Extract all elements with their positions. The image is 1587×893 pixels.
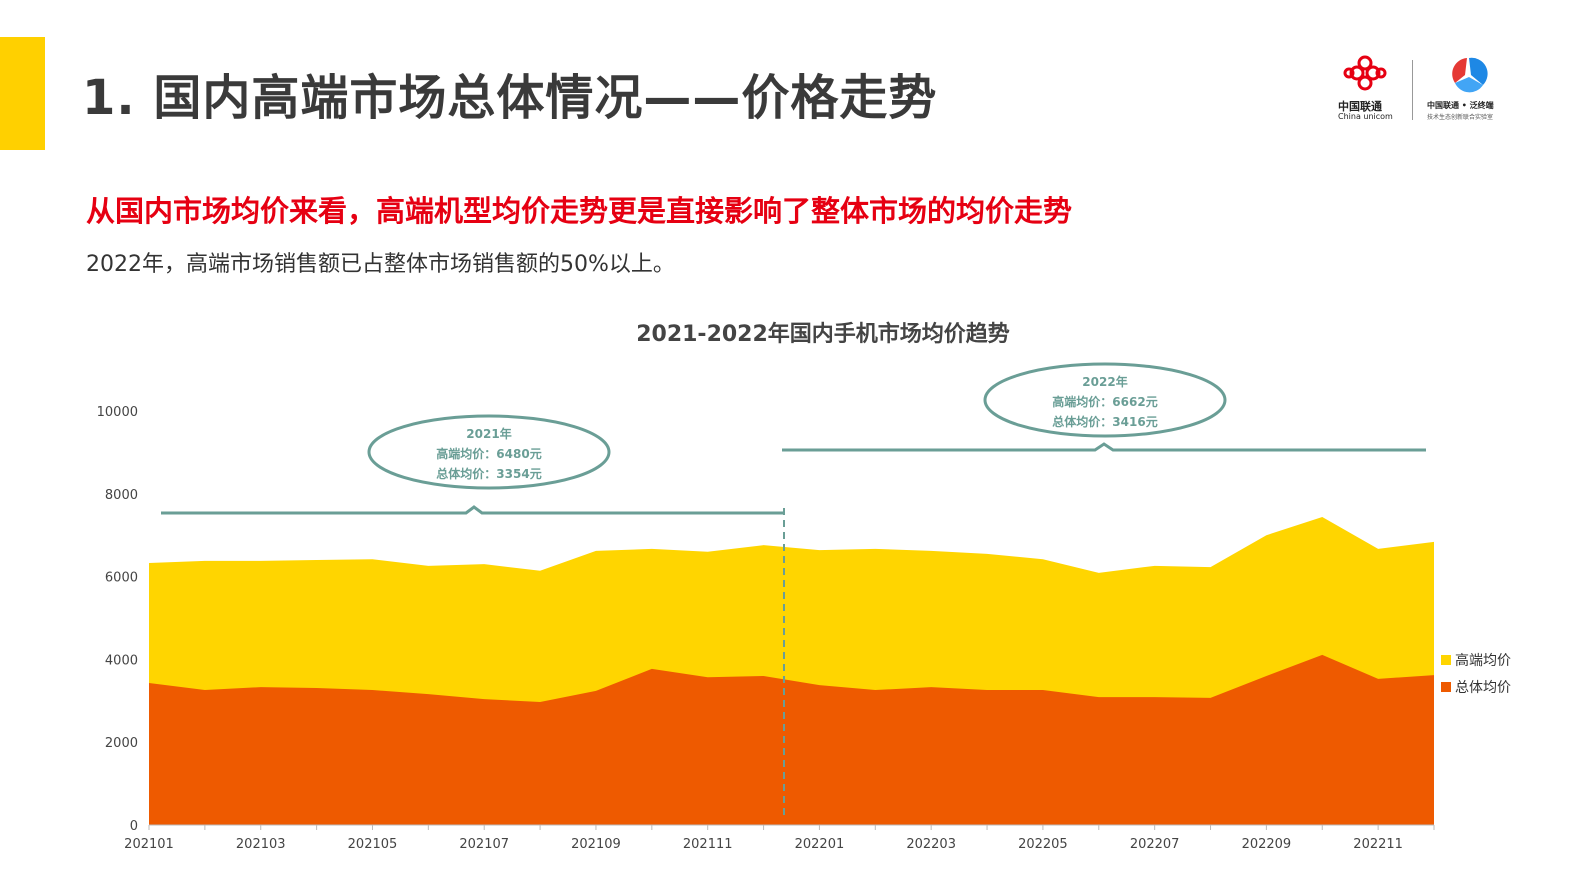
lab-logo-icon xyxy=(1452,57,1488,93)
y-tick-label: 0 xyxy=(130,819,138,834)
legend-swatch xyxy=(1441,682,1451,692)
y-tick-label: 10000 xyxy=(97,405,138,420)
x-tick-label: 202101 xyxy=(124,837,174,852)
annotation-text: 高端均价：6662元 xyxy=(1052,394,1157,409)
annotation-text: 2021年 xyxy=(466,426,511,441)
x-tick-label: 202205 xyxy=(1018,837,1068,852)
annotation-text: 总体均价：3416元 xyxy=(1052,414,1157,429)
annotation-text: 高端均价：6480元 xyxy=(436,446,541,461)
legend-label: 总体均价 xyxy=(1455,680,1511,696)
x-tick-label: 202105 xyxy=(348,837,398,852)
annotation-bubble xyxy=(367,414,611,490)
price-trend-chart: 2021-2022年国内手机市场均价趋势 0 2000 4000 6000 8000 10… xyxy=(97,321,1511,852)
annotation-text: 2022年 xyxy=(1082,374,1127,389)
x-tick-label: 202109 xyxy=(571,837,621,852)
annotation-text: 总体均价：3354元 xyxy=(436,466,541,481)
page-title: 1. 国内高端市场总体情况——价格走势 xyxy=(82,70,938,126)
annotation-bubble xyxy=(983,362,1227,438)
logo-partner-sub: 技术生态创新联合实验室 xyxy=(1427,114,1494,121)
y-tick-label: 2000 xyxy=(105,736,138,751)
subtext: 2022年，高端市场销售额已占整体市场销售额的50%以上。 xyxy=(86,252,675,277)
bracket-2021 xyxy=(161,505,784,515)
x-tick-label: 202211 xyxy=(1353,837,1403,852)
x-tick-label: 202207 xyxy=(1130,837,1180,852)
x-tick-label: 202103 xyxy=(236,837,286,852)
logo-partner: 中国联通 • 泛终端 xyxy=(1427,101,1494,110)
x-tick-label: 202203 xyxy=(906,837,956,852)
logo-brand-en: China unicom xyxy=(1338,112,1393,121)
y-tick-label: 4000 xyxy=(105,653,138,668)
legend-label: 高端均价 xyxy=(1455,652,1511,669)
bracket-2022 xyxy=(782,442,1426,452)
unicom-knot-icon xyxy=(1343,55,1387,91)
area-overall xyxy=(149,654,1434,825)
x-tick-label: 202201 xyxy=(795,837,845,852)
x-tick-label: 202111 xyxy=(683,837,733,852)
y-tick-label: 8000 xyxy=(105,488,138,503)
accent-bar xyxy=(0,37,45,150)
headline: 从国内市场均价来看，高端机型均价走势更是直接影响了整体市场的均价走势 xyxy=(86,194,1073,228)
legend-swatch xyxy=(1441,655,1451,665)
chart-title: 2021-2022年国内手机市场均价趋势 xyxy=(636,321,1010,347)
x-tick-label: 202107 xyxy=(459,837,509,852)
x-tick-label: 202209 xyxy=(1242,837,1292,852)
logo: 中国联通 China unicom 中国联通 • 泛终端 技术生态创新联合实验室 xyxy=(1335,55,1525,125)
y-tick-label: 6000 xyxy=(105,571,138,586)
logo-brand: 中国联通 xyxy=(1338,100,1382,113)
